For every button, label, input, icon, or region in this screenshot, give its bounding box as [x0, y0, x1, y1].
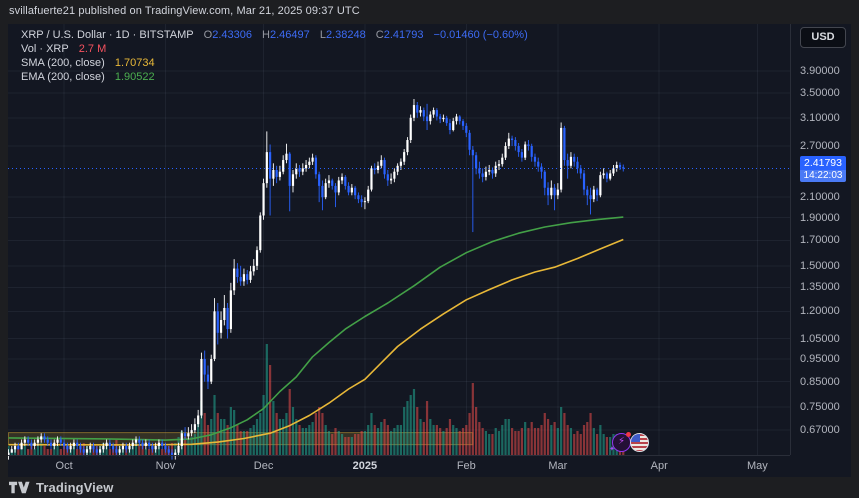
- tradingview-footer-logo[interactable]: TradingView: [9, 480, 113, 495]
- price-tick-label: 1.20000: [800, 305, 840, 318]
- price-tick-label: 3.90000: [800, 65, 840, 77]
- time-axis-label-mar: Mar: [548, 460, 568, 472]
- price-tick-label: 3.50000: [800, 87, 840, 100]
- sma-legend-row[interactable]: SMA (200, close) 1.70734: [21, 56, 528, 70]
- sma-line: [8, 238, 624, 446]
- events-lightning-icon[interactable]: ⚡ ✦: [609, 432, 631, 453]
- price-tick-label: 1.05000: [800, 332, 840, 345]
- price-tick-label: 1.50000: [800, 259, 840, 272]
- time-axis[interactable]: Oct Nov Dec 2025 Feb Mar Apr May: [8, 455, 790, 478]
- change-value: −0.01460 (−0.60%): [433, 29, 528, 41]
- chart-canvas[interactable]: [8, 24, 851, 477]
- ema-value: 1.90522: [114, 71, 155, 83]
- price-tick-label: 0.85000: [800, 375, 840, 388]
- bar-countdown: 14:22:03: [800, 170, 846, 183]
- price-tick-label: 2.10000: [800, 191, 840, 204]
- price-tick-label: 1.70000: [800, 234, 840, 247]
- tradingview-brand-text: TradingView: [36, 480, 114, 495]
- last-price-badge: 2.41793 14:22:03: [800, 156, 846, 183]
- tradingview-logo-icon: [9, 481, 30, 494]
- volume-label: Vol · XRP: [21, 43, 69, 55]
- ema-label: EMA (200, close): [21, 71, 105, 83]
- volume-value: 2.7 M: [78, 43, 107, 55]
- chart-panel: XRP / U.S. Dollar · 1D · BITSTAMP O2.433…: [8, 24, 851, 477]
- low-label: L: [319, 29, 326, 41]
- notification-dot: [626, 432, 631, 437]
- close-value: 2.41793: [383, 29, 424, 41]
- time-axis-label-nov: Nov: [155, 460, 176, 472]
- sparkle-icon: ✦: [609, 446, 615, 453]
- attribution-text: svillafuerte21 published on TradingView.…: [9, 5, 360, 17]
- time-axis-label-2025: 2025: [352, 460, 378, 472]
- high-label: H: [262, 29, 270, 41]
- ema-legend-row[interactable]: EMA (200, close) 1.90522: [21, 70, 528, 84]
- volume-legend-row[interactable]: Vol · XRP 2.7 M: [21, 42, 528, 56]
- sma-label: SMA (200, close): [21, 57, 105, 69]
- price-tick-label: 0.75000: [800, 401, 840, 414]
- price-tick-label: 0.67000: [800, 424, 840, 437]
- time-axis-label-may: May: [746, 460, 768, 472]
- price-tick-label: 1.90000: [800, 211, 840, 224]
- time-axis-label-apr: Apr: [650, 460, 668, 472]
- time-axis-label-oct: Oct: [55, 460, 73, 472]
- time-axis-label-dec: Dec: [253, 460, 274, 472]
- time-axis-label-feb: Feb: [456, 460, 476, 472]
- last-price-value: 2.41793: [800, 156, 846, 171]
- us-economic-events-icon[interactable]: [630, 433, 649, 452]
- sma-value: 1.70734: [114, 57, 155, 69]
- symbol-legend-row[interactable]: XRP / U.S. Dollar · 1D · BITSTAMP O2.433…: [21, 28, 528, 42]
- price-tick-label: 3.10000: [800, 111, 840, 124]
- price-tick-label: 1.35000: [800, 281, 840, 294]
- open-label: O: [203, 29, 213, 41]
- chart-legend: XRP / U.S. Dollar · 1D · BITSTAMP O2.433…: [21, 28, 528, 84]
- price-axis[interactable]: USD 2.41793 14:22:03 3.90000 3.50000 3.100…: [790, 24, 852, 455]
- currency-toggle-button[interactable]: USD: [800, 27, 846, 48]
- high-value: 2.46497: [269, 29, 310, 41]
- open-value: 2.43306: [212, 29, 252, 41]
- close-label: C: [375, 29, 384, 41]
- price-tick-label: 0.95000: [800, 352, 840, 365]
- price-tick-label: 2.70000: [800, 139, 840, 152]
- ema-line: [8, 216, 624, 441]
- symbol-title: XRP / U.S. Dollar · 1D · BITSTAMP: [21, 29, 194, 41]
- low-value: 2.38248: [325, 29, 366, 41]
